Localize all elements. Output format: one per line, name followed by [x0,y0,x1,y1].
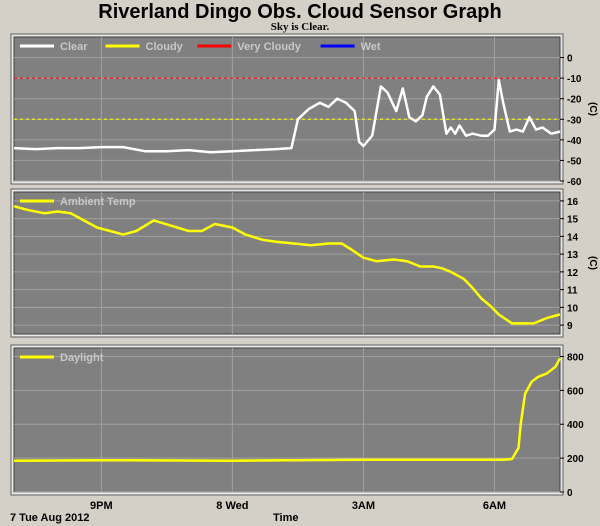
y-tick-label: 0 [567,54,573,65]
y-tick-label: 600 [567,386,584,397]
series-line [13,204,561,325]
legend-label: Clear [60,41,88,53]
legend-label: Very Cloudy [237,41,301,53]
x-tick-label: 8 Wed [216,500,248,512]
y-tick-label: 13 [567,250,579,261]
y-axis-unit-label: (C) [587,102,598,116]
chart-title: Riverland Dingo Obs. Cloud Sensor Graph [98,1,502,23]
y-tick-label: -50 [567,156,582,167]
y-tick-label: -30 [567,115,582,126]
y-tick-label: 10 [567,303,579,314]
series-line [13,78,561,154]
y-tick-label: 14 [567,232,579,243]
date-label: 7 Tue Aug 2012 [10,512,90,524]
y-tick-label: 9 [567,321,573,332]
y-tick-label: 12 [567,268,579,279]
legend-label: Wet [361,41,381,53]
x-tick-label: 9PM [90,500,113,512]
legend-label: Ambient Temp [60,196,136,208]
y-tick-label: 800 [567,352,584,363]
x-tick-label: 6AM [483,500,506,512]
legend-label: Cloudy [146,41,184,53]
y-tick-label: 16 [567,197,579,208]
x-tick-label: 3AM [352,500,375,512]
y-axis-unit-label: (C) [587,256,598,270]
y-tick-label: 11 [567,286,578,297]
y-tick-label: -40 [567,136,582,147]
x-axis-label: Time [273,512,299,524]
y-tick-label: 400 [567,420,584,431]
legend-label: Daylight [60,352,104,364]
y-tick-label: 0 [567,488,573,499]
y-tick-label: 15 [567,215,579,226]
y-tick-label: -20 [567,95,582,106]
y-tick-label: -60 [567,177,582,188]
plot-area [13,347,561,493]
sky-status-subtitle: Sky is Clear. [270,21,330,33]
y-tick-label: 200 [567,454,584,465]
plot-area [13,36,561,182]
plot-area [13,191,561,335]
y-tick-label: -10 [567,74,582,85]
series-line [13,357,562,462]
